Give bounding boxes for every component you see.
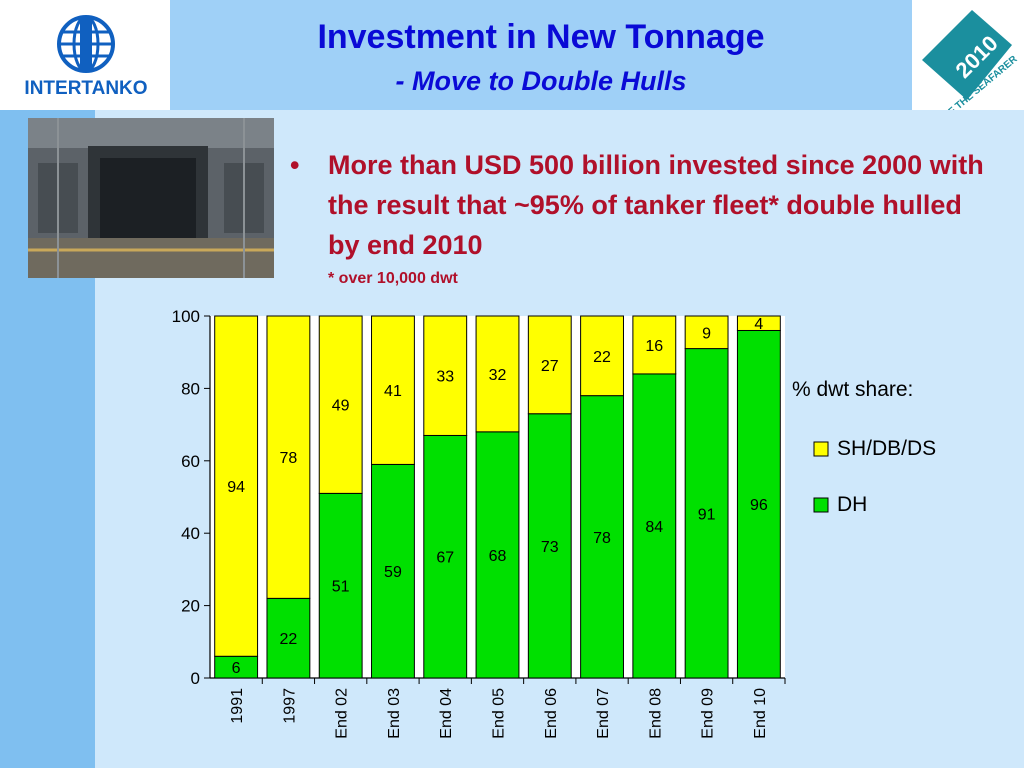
data-label-sh: 4 — [754, 316, 763, 333]
bar-sh — [266, 315, 311, 599]
x-tick-label: End 07 — [595, 688, 612, 739]
data-label-sh: 16 — [645, 338, 663, 355]
y-tick-label: 40 — [181, 524, 200, 543]
page-title: Investment in New Tonnage — [317, 18, 765, 56]
page-subtitle: - Move to Double Hulls — [395, 66, 687, 96]
x-tick-label: End 05 — [491, 688, 508, 739]
bar-dh — [527, 413, 572, 679]
data-label-sh: 33 — [436, 369, 454, 386]
logo-left-text: INTERTANKO — [24, 78, 147, 98]
data-label-dh: 6 — [232, 660, 241, 677]
title-band — [170, 0, 912, 110]
year-of-seafarer-logo: 2010 YEAR OF THE SEAFARER — [912, 0, 1024, 142]
data-label-dh: 59 — [384, 564, 402, 581]
data-label-dh: 22 — [280, 631, 298, 648]
bar-dh — [423, 434, 468, 679]
y-tick-label: 80 — [181, 379, 200, 398]
x-tick-label: 1997 — [281, 688, 298, 724]
data-label-dh: 68 — [489, 548, 507, 565]
data-label-dh: 78 — [593, 530, 611, 547]
data-label-dh: 91 — [698, 506, 716, 523]
data-label-dh: 67 — [436, 550, 454, 567]
data-label-dh: 51 — [332, 579, 350, 596]
bar-sh — [684, 315, 729, 350]
legend-swatch — [813, 497, 829, 513]
data-label-sh: 9 — [702, 325, 711, 342]
bar-sh — [527, 315, 572, 415]
x-tick-label: End 04 — [438, 688, 455, 739]
bar-sh — [580, 315, 624, 397]
data-label-sh: 49 — [332, 398, 350, 415]
y-tick-label: 20 — [181, 597, 200, 616]
bar-dh — [371, 463, 415, 679]
legend-title: % dwt share: — [792, 378, 913, 401]
bar-dh — [580, 395, 624, 679]
data-label-sh: 41 — [384, 383, 402, 400]
bar-dh — [266, 597, 311, 679]
x-tick-label: 1991 — [229, 688, 246, 724]
y-tick-label: 0 — [191, 669, 200, 688]
bar-dh — [318, 492, 363, 679]
data-label-dh: 73 — [541, 539, 559, 556]
intertanko-logo: INTERTANKO — [6, 14, 166, 99]
bar-dh — [632, 373, 677, 679]
legend-swatch — [813, 441, 829, 457]
x-tick-label: End 08 — [647, 688, 664, 739]
bar-sh — [475, 315, 520, 433]
bar-dh — [736, 329, 781, 679]
data-label-sh: 94 — [227, 479, 245, 496]
bar-dh — [475, 431, 520, 679]
bar-sh — [318, 315, 363, 494]
bar-sh — [371, 315, 415, 465]
x-tick-label: End 03 — [386, 688, 403, 739]
y-tick-label: 60 — [181, 452, 200, 471]
x-tick-label: End 06 — [543, 688, 560, 739]
bar-sh — [632, 315, 677, 375]
x-tick-label: End 10 — [752, 688, 769, 739]
y-tick-label: 100 — [172, 307, 200, 326]
bar-sh — [423, 315, 468, 436]
legend-label: SH/DB/DS — [837, 437, 936, 460]
bar-sh — [214, 315, 259, 657]
x-tick-label: End 09 — [700, 688, 717, 739]
data-label-sh: 78 — [280, 450, 298, 467]
ship-hull-photo — [28, 118, 274, 278]
x-tick-label: End 02 — [334, 688, 351, 739]
data-label-dh: 96 — [750, 497, 768, 514]
legend-label: DH — [837, 493, 867, 516]
data-label-sh: 22 — [593, 349, 611, 366]
footnote: * over 10,000 dwt — [328, 270, 458, 287]
data-label-dh: 84 — [645, 519, 663, 536]
bar-sh — [736, 315, 781, 331]
bullet-symbol: • — [290, 150, 300, 180]
data-label-sh: 27 — [541, 358, 559, 375]
data-label-sh: 32 — [489, 367, 507, 384]
bullet-text: More than USD 500 billion invested since… — [328, 150, 984, 260]
globe-icon: INTERTANKO — [24, 15, 148, 99]
